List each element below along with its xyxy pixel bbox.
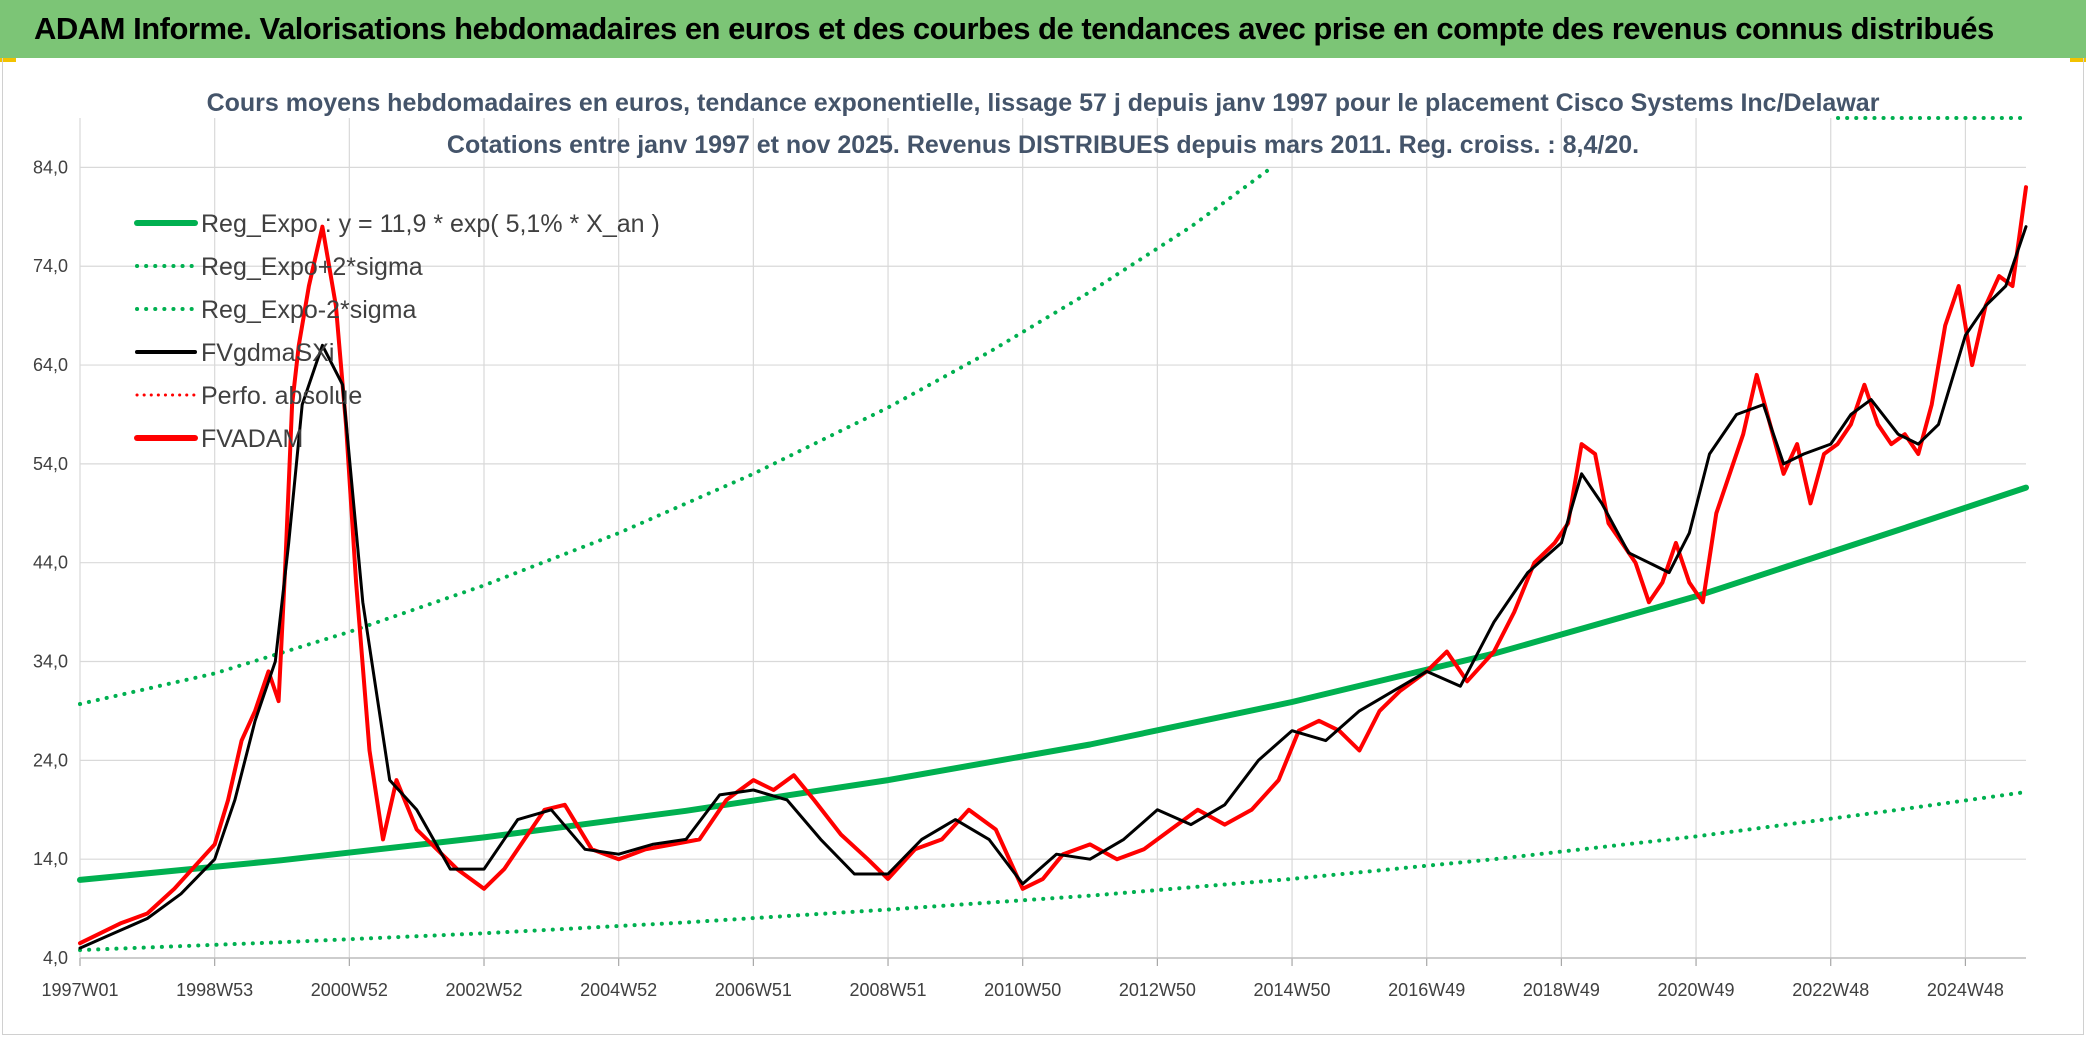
- y-tick-label: 14,0: [33, 849, 68, 869]
- legend-perfo-absolue: Perfo. absolue: [135, 382, 362, 410]
- fvgdmasxi-line: [78, 225, 2028, 950]
- x-tick-label: 1998W53: [176, 980, 253, 1000]
- chart-subtitle: Cotations entre janv 1997 et nov 2025. R…: [447, 131, 1639, 159]
- x-tick-label: 2024W48: [1927, 980, 2004, 1000]
- legend-reg-expo: Reg_Expo : y = 11,9 * exp( 5,1% * X_an ): [134, 210, 660, 238]
- legend-label: FVgdmaSXi: [201, 339, 334, 367]
- x-tick-label: 2004W52: [580, 980, 657, 1000]
- chart-title: Cours moyens hebdomadaires en euros, ten…: [207, 89, 1880, 117]
- y-tick-label: 24,0: [33, 750, 68, 770]
- x-tick-label: 2014W50: [1254, 980, 1331, 1000]
- x-tick-label: 2002W52: [445, 980, 522, 1000]
- reg-expo-plus-2sigma-line: [78, 165, 1274, 706]
- x-tick-label: 2018W49: [1523, 980, 1600, 1000]
- y-tick-label: 74,0: [33, 256, 68, 276]
- x-tick-label: 2012W50: [1119, 980, 1196, 1000]
- y-tick-label: 64,0: [33, 355, 68, 375]
- x-tick-label: 2000W52: [311, 980, 388, 1000]
- legend-fvadam: FVADAM: [134, 425, 303, 453]
- yellow-corner-mark-left: [0, 58, 16, 62]
- legend-label: Reg_Expo+2*sigma: [201, 253, 423, 281]
- x-tick-label: 1997W01: [41, 980, 118, 1000]
- reg-expo-line: [77, 484, 2029, 883]
- legend-reg-expo-minus: Reg_Expo-2*sigma: [135, 296, 416, 324]
- y-tick-label: 34,0: [33, 652, 68, 672]
- legend-label: FVADAM: [201, 425, 303, 453]
- y-tick-label: 54,0: [33, 454, 68, 474]
- legend-label: Perfo. absolue: [201, 382, 362, 410]
- x-tick-label: 2016W49: [1388, 980, 1465, 1000]
- chart-frame: [2, 58, 2084, 1035]
- legend-fvgdmasxi: FVgdmaSXi: [135, 339, 334, 367]
- reg-expo-minus-2sigma-line: [78, 790, 2028, 953]
- y-tick-label: 44,0: [33, 553, 68, 573]
- yellow-corner-mark-right: [2070, 58, 2086, 62]
- legend-label: Reg_Expo : y = 11,9 * exp( 5,1% * X_an ): [201, 210, 660, 238]
- legend-label: Reg_Expo-2*sigma: [201, 296, 416, 324]
- x-tick-label: 2022W48: [1792, 980, 1869, 1000]
- y-tick-label: 4,0: [43, 948, 68, 968]
- x-tick-label: 2020W49: [1658, 980, 1735, 1000]
- x-tick-label: 2008W51: [849, 980, 926, 1000]
- x-tick-label: 2006W51: [715, 980, 792, 1000]
- banner: ADAM Informe. Valorisations hebdomadaire…: [0, 0, 2086, 58]
- x-tick-label: 2010W50: [984, 980, 1061, 1000]
- y-tick-label: 84,0: [33, 157, 68, 177]
- legend-reg-expo-plus: Reg_Expo+2*sigma: [135, 253, 423, 281]
- banner-title: ADAM Informe. Valorisations hebdomadaire…: [34, 11, 1994, 46]
